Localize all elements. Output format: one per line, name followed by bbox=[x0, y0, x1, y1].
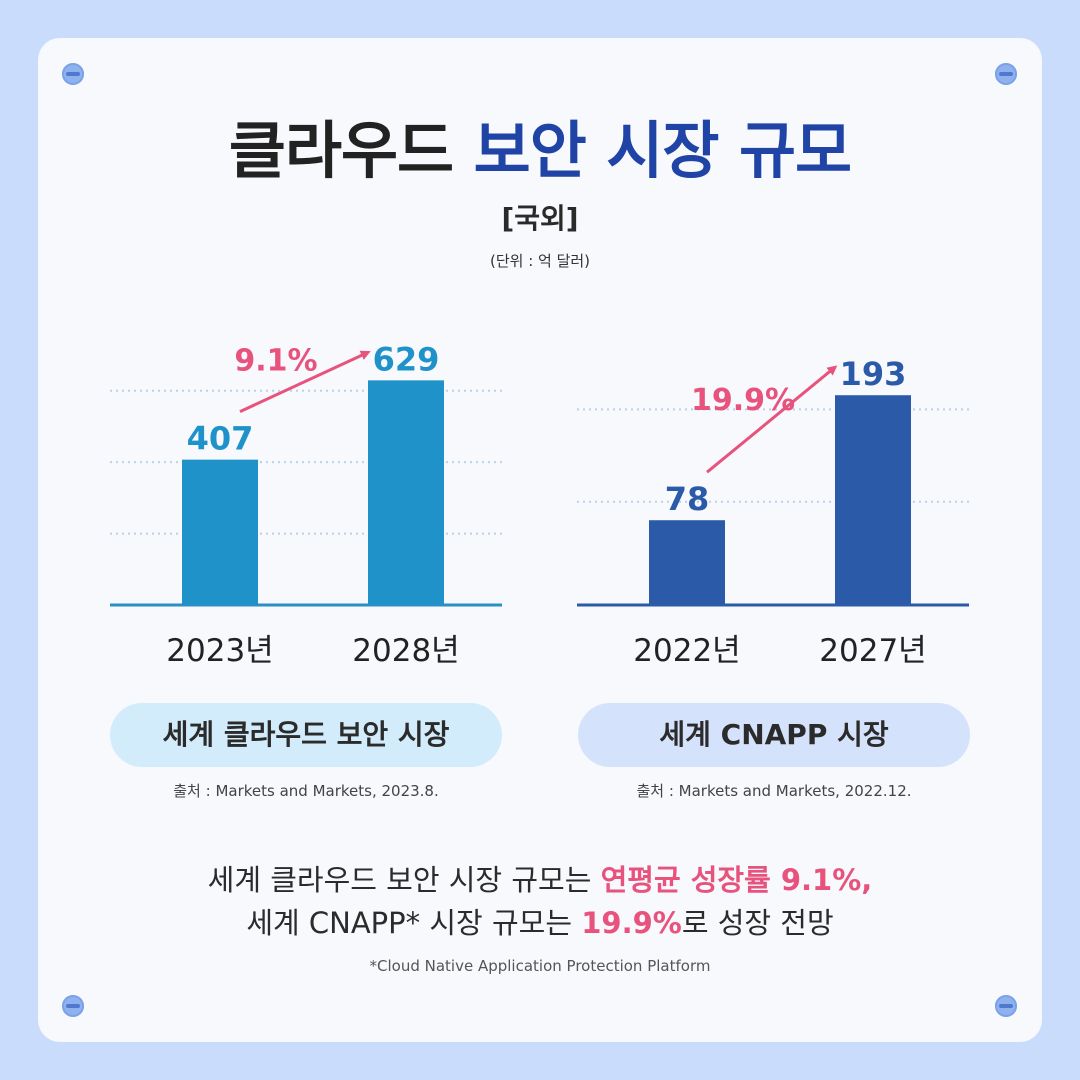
pin-icon bbox=[995, 995, 1017, 1017]
summary-highlight: 19.9% bbox=[581, 906, 682, 940]
growth-arrow bbox=[706, 365, 838, 474]
x-tick-label: 2022년 bbox=[633, 633, 740, 669]
bar bbox=[835, 395, 911, 605]
cloud-security-market-chart: 407 2023년 629 2028년 9.1% bbox=[110, 340, 502, 669]
data-label: 193 bbox=[840, 355, 907, 393]
growth-rate-label: 9.1% bbox=[234, 343, 317, 378]
summary-text: 로 성장 전망 bbox=[681, 906, 834, 940]
summary-line-1: 세계 클라우드 보안 시장 규모는 연평균 성장률 9.1%, bbox=[0, 857, 1080, 899]
data-label: 629 bbox=[373, 340, 440, 378]
unit-label: (단위 : 억 달러) bbox=[489, 252, 591, 270]
bar bbox=[182, 459, 258, 605]
x-tick-label: 2023년 bbox=[166, 633, 273, 669]
growth-arrow bbox=[239, 350, 371, 414]
bar bbox=[368, 380, 444, 605]
pin-icon bbox=[995, 63, 1017, 85]
growth-rate-label: 19.9% bbox=[691, 383, 795, 418]
summary-highlight: 연평균 성장률 9.1%, bbox=[600, 863, 873, 897]
page-title: 클라우드 보안 시장 규모 bbox=[0, 100, 1080, 190]
pin-icon bbox=[62, 63, 84, 85]
source-note: 출처 : Markets and Markets, 2023.8. bbox=[173, 782, 439, 800]
data-label: 78 bbox=[665, 480, 710, 518]
source-note: 출처 : Markets and Markets, 2022.12. bbox=[636, 782, 912, 800]
cnapp-market-chart: 78 2022년 193 2027년 19.9% bbox=[577, 355, 969, 669]
summary-line-2: 세계 CNAPP* 시장 규모는 19.9%로 성장 전망 bbox=[0, 900, 1080, 942]
cnapp-market-label: 세계 CNAPP 시장 bbox=[578, 703, 970, 767]
pin-icon bbox=[62, 995, 84, 1017]
cloud-security-market-label: 세계 클라우드 보안 시장 bbox=[110, 703, 502, 767]
bar bbox=[649, 520, 725, 605]
region-subtitle: [국외] bbox=[501, 202, 579, 235]
summary-text: 세계 CNAPP* 시장 규모는 bbox=[246, 906, 582, 940]
data-label: 407 bbox=[187, 420, 254, 458]
title-part-1: 클라우드 bbox=[228, 114, 454, 187]
title-part-2: 보안 시장 규모 bbox=[473, 114, 852, 187]
x-tick-label: 2028년 bbox=[352, 633, 459, 669]
footnote: *Cloud Native Application Protection Pla… bbox=[369, 957, 711, 975]
x-tick-label: 2027년 bbox=[819, 633, 926, 669]
summary-text: 세계 클라우드 보안 시장 규모는 bbox=[207, 863, 601, 897]
